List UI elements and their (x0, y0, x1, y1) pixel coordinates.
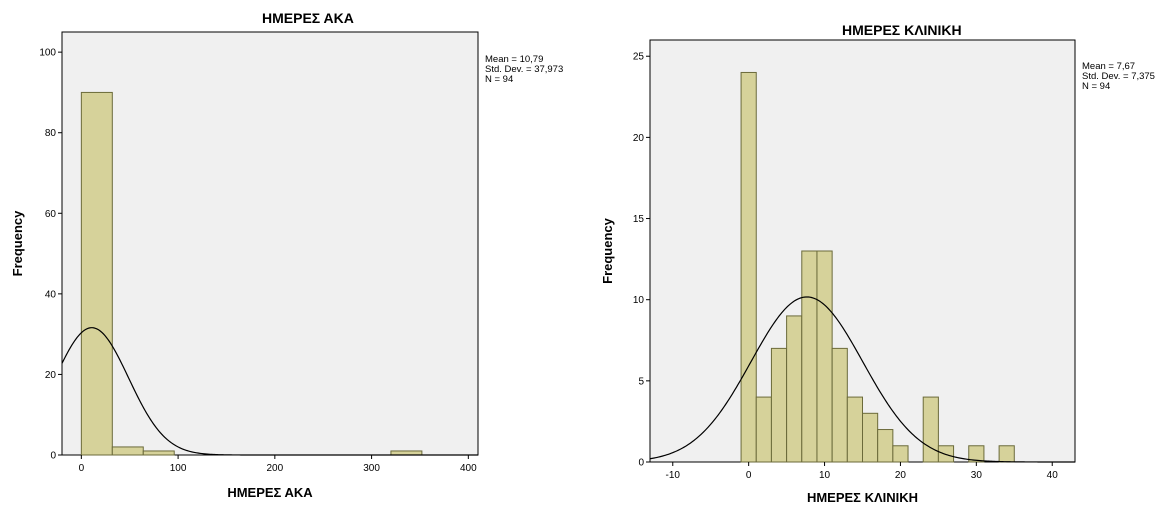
y-axis-label: Frequency (600, 217, 615, 284)
y-tick-label: 0 (50, 451, 56, 462)
histogram-bar (770, 347, 788, 463)
histogram-bar (862, 412, 879, 463)
histogram-bar (142, 450, 175, 456)
y-tick-label: 100 (39, 48, 56, 59)
histogram-bar (998, 445, 1015, 463)
x-tick-label: 100 (170, 463, 187, 474)
x-tick-label: 30 (971, 470, 983, 481)
histogram-bar (877, 429, 894, 463)
x-tick-label: 300 (363, 463, 380, 474)
normal-curve (61, 327, 478, 456)
x-tick-label: -10 (666, 470, 681, 481)
y-tick-label: 20 (45, 370, 57, 381)
plot-area (61, 31, 479, 456)
histogram-bar (755, 396, 772, 463)
normal-curve (649, 296, 1075, 463)
histogram-chart: 0 20 40 60 80 100 0 100 200 300 400 ΗΜΕΡΕΣ ΑΚΑ Frequ… (10, 31, 479, 500)
histogram-bar (786, 315, 803, 463)
stat-n: N = 94 (485, 74, 514, 85)
x-axis-label: ΗΜΕΡΕΣ ΚΛΙΝΙΚΗ (807, 490, 918, 505)
chart-title: ΗΜΕΡΕΣ ΚΛΙΝΙΚΗ (842, 22, 962, 38)
histogram-bar (80, 91, 113, 456)
y-tick-label: 20 (633, 133, 645, 144)
y-tick-label: 25 (633, 52, 645, 63)
stat-n: N = 94 (1082, 81, 1111, 92)
y-tick-label: 0 (638, 458, 644, 469)
histogram-bar (111, 446, 144, 456)
histogram-bar (390, 450, 423, 456)
stats-box: Mean = 10,79 Std. Dev. = 37,973 N = 94 (485, 55, 563, 85)
histogram-bar (801, 250, 818, 463)
x-tick-label: 0 (746, 470, 752, 481)
x-tick-label: 10 (819, 470, 831, 481)
histogram-bar (740, 71, 757, 463)
histogram-chart: 0 5 10 15 20 25 -10 0 10 20 30 40 ΗΜΕΡΕΣ ΚΛΙΝΙΚΗ Freq… (600, 39, 1076, 505)
x-tick-label: 400 (460, 463, 477, 474)
histogram-bar (922, 396, 939, 463)
histogram-bar (846, 396, 864, 463)
plot-area (649, 39, 1076, 463)
x-tick-label: 20 (895, 470, 907, 481)
histogram-panel-right: ΗΜΕΡΕΣ ΚΛΙΝΙΚΗ Mean = 7,67 Std. Dev. = 7… (590, 0, 1175, 508)
x-tick-label: 200 (266, 463, 283, 474)
histogram-panel-left: ΗΜΕΡΕΣ ΑΚΑ Mean = 10,79 Std. Dev. = 37,9… (10, 10, 563, 500)
y-tick-label: 60 (45, 209, 57, 220)
histogram-bar (831, 347, 848, 463)
y-tick-label: 5 (638, 376, 644, 387)
stat-mean: Mean = 10,79 (485, 54, 544, 65)
stat-std-dev: Std. Dev. = 37,973 (485, 64, 564, 75)
y-tick-label: 80 (45, 128, 57, 139)
x-tick-label: 40 (1047, 470, 1059, 481)
stat-mean: Mean = 7,67 (1082, 61, 1136, 72)
y-tick-label: 10 (633, 295, 645, 306)
chart-title: ΗΜΕΡΕΣ ΑΚΑ (262, 10, 354, 26)
y-tick-label: 15 (633, 214, 645, 225)
y-axis-label: Frequency (10, 210, 25, 277)
x-tick-label: 0 (79, 463, 85, 474)
histogram-bar (816, 250, 833, 463)
stat-std-dev: Std. Dev. = 7,375 (1082, 71, 1155, 82)
histogram-bar (892, 445, 909, 463)
x-axis-label: ΗΜΕΡΕΣ ΑΚΑ (227, 485, 313, 500)
y-tick-label: 40 (45, 289, 57, 300)
stats-box: Mean = 7,67 Std. Dev. = 7,375 N = 94 (1082, 62, 1155, 92)
